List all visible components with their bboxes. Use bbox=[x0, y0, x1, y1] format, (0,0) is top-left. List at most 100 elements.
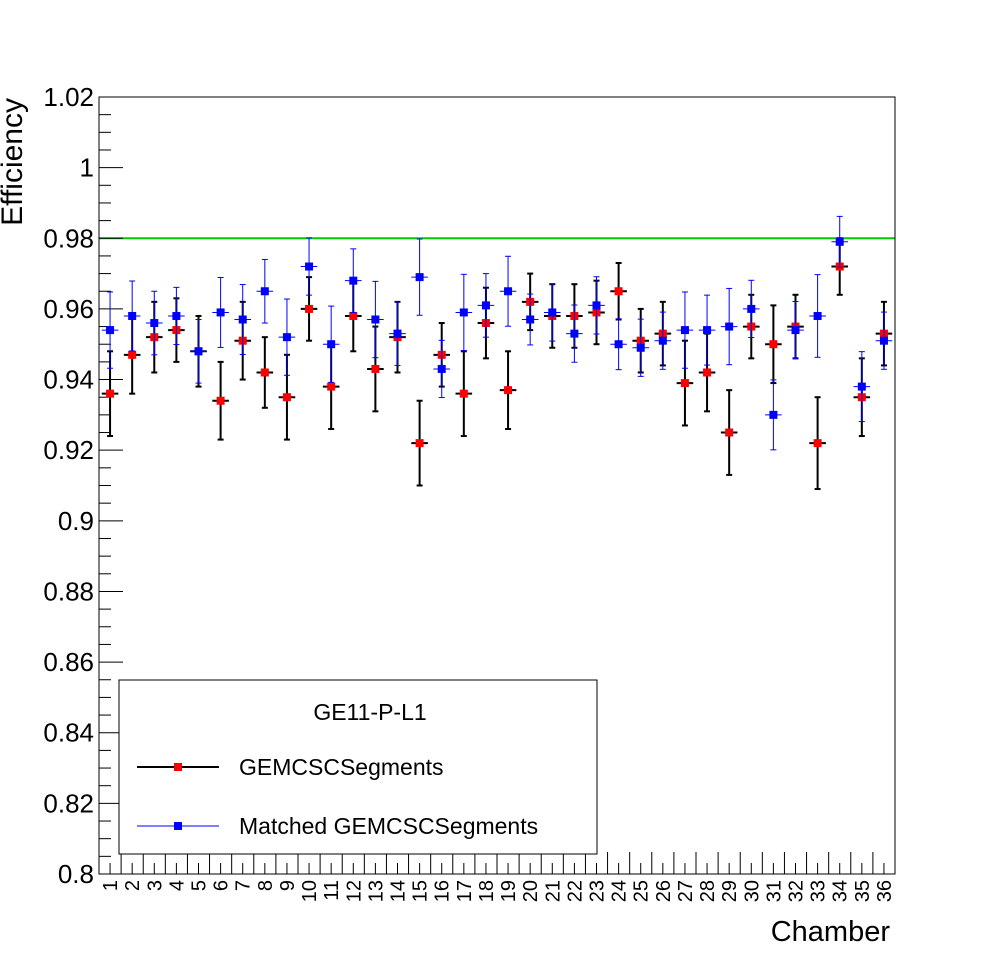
y-tick-label: 0.86 bbox=[43, 647, 94, 677]
matched-marker bbox=[238, 315, 247, 324]
matched-marker bbox=[371, 315, 380, 324]
matched-point bbox=[389, 301, 406, 366]
matched-marker bbox=[548, 308, 557, 317]
matched-point bbox=[300, 237, 318, 296]
gemcsc-point bbox=[411, 399, 428, 487]
legend-entry-matched: Matched GEMCSCSegments bbox=[137, 813, 538, 839]
x-tick-label: 17 bbox=[454, 880, 476, 902]
matched-point bbox=[101, 291, 119, 369]
matched-marker bbox=[592, 301, 601, 310]
gemcsc-marker bbox=[680, 379, 689, 388]
matched-marker bbox=[879, 336, 888, 345]
matched-marker bbox=[437, 364, 446, 373]
y-tick-label: 0.82 bbox=[43, 788, 94, 818]
legend-label: Matched GEMCSCSegments bbox=[239, 813, 538, 839]
matched-point bbox=[145, 290, 163, 356]
matched-marker bbox=[636, 343, 645, 352]
gemcsc-point bbox=[809, 396, 826, 491]
gemcsc-marker bbox=[260, 368, 269, 377]
matched-point bbox=[278, 298, 296, 376]
matched-point bbox=[455, 273, 473, 352]
matched-marker bbox=[172, 311, 181, 320]
y-tick-label: 0.8 bbox=[58, 859, 94, 889]
legend-entry-gemcsc: GEMCSCSegments bbox=[137, 754, 444, 780]
gemcsc-point bbox=[212, 360, 229, 441]
matched-point bbox=[411, 238, 428, 316]
x-tick-label: 1 bbox=[100, 880, 122, 891]
y-tick-label: 0.96 bbox=[43, 294, 94, 324]
matched-marker bbox=[194, 347, 203, 356]
matched-point bbox=[212, 276, 229, 348]
x-tick-label: 4 bbox=[166, 880, 188, 891]
gemcsc-marker bbox=[504, 386, 513, 395]
x-tick-label: 23 bbox=[587, 880, 609, 902]
matched-point bbox=[344, 248, 362, 313]
gemcsc-point bbox=[455, 350, 473, 438]
matched-point bbox=[809, 274, 826, 358]
x-tick-label: 19 bbox=[498, 880, 520, 902]
x-tick-label: 26 bbox=[653, 880, 675, 902]
matched-marker bbox=[703, 326, 712, 335]
gemcsc-marker bbox=[614, 287, 623, 296]
matched-point bbox=[632, 318, 650, 377]
y-tick-label: 0.9 bbox=[58, 506, 94, 536]
matched-point bbox=[521, 293, 539, 346]
legend-marker bbox=[174, 763, 182, 771]
x-axis-label: Chamber bbox=[771, 916, 891, 948]
matched-point bbox=[168, 286, 185, 346]
x-tick-label: 12 bbox=[343, 880, 365, 902]
matched-marker bbox=[769, 410, 778, 419]
matched-marker bbox=[813, 311, 822, 320]
gemcsc-marker bbox=[349, 311, 358, 320]
x-tick-label: 7 bbox=[233, 880, 255, 891]
x-tick-label: 24 bbox=[609, 880, 631, 902]
x-tick-label: 25 bbox=[631, 880, 653, 902]
matched-point bbox=[190, 319, 207, 384]
gemcsc-marker bbox=[769, 340, 778, 349]
x-tick-label: 18 bbox=[476, 880, 498, 902]
gemcsc-point bbox=[499, 350, 517, 430]
gemcsc-point bbox=[720, 389, 738, 476]
gemcsc-marker bbox=[371, 364, 380, 373]
x-tick-label: 13 bbox=[365, 880, 387, 902]
y-tick-label: 1.02 bbox=[43, 82, 94, 112]
x-tick-label: 6 bbox=[211, 880, 233, 891]
x-tick-label: 30 bbox=[741, 880, 763, 902]
x-tick-label: 28 bbox=[697, 880, 719, 902]
gemcsc-marker bbox=[216, 396, 225, 405]
matched-point bbox=[543, 283, 561, 342]
legend-label: GEMCSCSegments bbox=[239, 754, 444, 780]
x-tick-label: 22 bbox=[564, 880, 586, 902]
x-tick-label: 5 bbox=[189, 880, 211, 891]
x-tick-label: 35 bbox=[852, 880, 874, 902]
y-axis-label: Efficiency bbox=[0, 98, 29, 226]
gemcsc-point bbox=[256, 336, 274, 409]
matched-marker bbox=[504, 287, 513, 296]
x-tick-label: 33 bbox=[808, 880, 830, 902]
x-tick-label: 14 bbox=[388, 880, 410, 902]
gemcsc-marker bbox=[128, 350, 137, 359]
matched-marker bbox=[747, 304, 756, 313]
matched-point bbox=[234, 284, 252, 355]
matched-point bbox=[698, 294, 716, 366]
x-tick-label: 34 bbox=[830, 880, 852, 902]
matched-point bbox=[787, 300, 804, 360]
matched-point bbox=[610, 318, 627, 371]
x-tick-label: 27 bbox=[675, 880, 697, 902]
matched-point bbox=[367, 280, 384, 359]
matched-point bbox=[720, 287, 738, 366]
matched-point bbox=[875, 311, 893, 370]
matched-marker bbox=[614, 340, 623, 349]
legend-header: GE11-P-L1 bbox=[313, 699, 426, 725]
matched-marker bbox=[526, 315, 535, 324]
gemcsc-marker bbox=[106, 389, 115, 398]
x-tick-label: 3 bbox=[144, 880, 166, 891]
matched-point bbox=[853, 351, 871, 423]
matched-marker bbox=[106, 326, 115, 335]
matched-point bbox=[499, 255, 517, 327]
gemcsc-marker bbox=[813, 439, 822, 448]
matched-point bbox=[256, 258, 274, 324]
matched-marker bbox=[415, 273, 424, 282]
gemcsc-marker bbox=[459, 389, 468, 398]
